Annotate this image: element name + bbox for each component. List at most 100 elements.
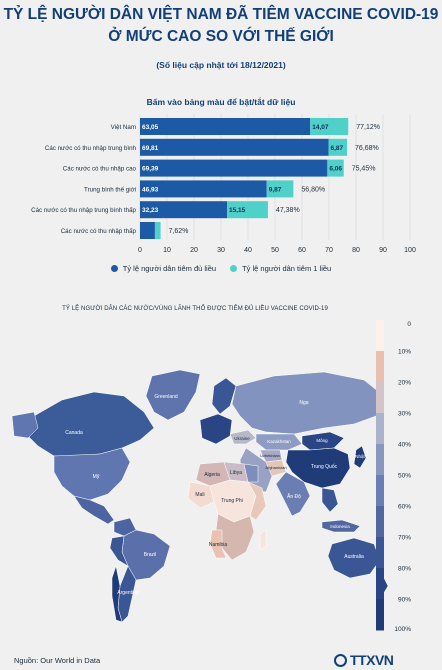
map-greenland[interactable] [145, 369, 201, 421]
map-label-libya: Libya [230, 470, 242, 476]
map-russia[interactable] [231, 371, 385, 435]
colorbar-tick-label: 30% [398, 411, 411, 418]
bar-total-label: 76,68% [355, 145, 379, 152]
map-mali[interactable] [187, 481, 215, 509]
bar-one-dose-label: 14,07 [312, 124, 329, 131]
map-namibia[interactable] [209, 529, 227, 559]
colorbar-segment [376, 568, 384, 600]
legend-one-dose[interactable]: Tỷ lệ người dân tiêm 1 liều [230, 264, 331, 273]
category-label: Việt Nam [111, 124, 136, 131]
map-indonesia[interactable] [321, 519, 361, 533]
bar-one-dose [327, 159, 344, 177]
map-label-brazil: Brazil [144, 552, 157, 558]
map-east-africa[interactable] [247, 481, 267, 521]
map-chile[interactable] [111, 565, 123, 623]
bar-full-dose-label: 32,23 [142, 207, 159, 214]
world-map[interactable]: Greenland Canada Mỹ Brazil Argentina Nga… [4, 316, 390, 646]
colorbar-tick-label: 90% [398, 597, 411, 604]
map-label-greenland: Greenland [154, 394, 178, 400]
map-ukraine[interactable] [229, 429, 257, 445]
map-madagascar[interactable] [259, 529, 267, 551]
legend-full-dose[interactable]: Tỷ lệ người dân tiêm đủ liều [110, 264, 216, 273]
map-label-argentina: Argentina [117, 590, 139, 596]
map-label-mongolia: Mông [316, 438, 328, 443]
map-southeast-asia[interactable] [321, 487, 339, 513]
colorbar-segment [376, 444, 384, 476]
bar-full-dose-label: 69,81 [142, 145, 159, 152]
bar-one-dose [328, 138, 348, 156]
colorbar-tick-label: 80% [398, 566, 411, 573]
map-label-japan: Nhật [355, 454, 365, 459]
map-label-ukraine: Ukraine [234, 436, 250, 441]
bar-one-dose-label: 6,06 [329, 166, 342, 173]
map-label-russia: Nga [299, 400, 308, 406]
bar-total-label: 56,80% [301, 186, 325, 193]
category-label: Các nước có thu nhập cao [63, 166, 137, 173]
bar-full-dose-label: 46,93 [142, 186, 159, 193]
map-title: TỶ LỆ NGƯỜI DÂN CÁC NƯỚC/VÙNG LÃNH THỔ Đ… [62, 306, 328, 312]
map-label-usa: Mỹ [93, 474, 100, 480]
chart-title: TỶ LỆ NGƯỜI DÂN VIỆT NAM ĐÃ TIÊM VACCINE… [0, 4, 442, 48]
map-china[interactable] [285, 447, 351, 489]
map-western-europe[interactable] [199, 413, 233, 445]
map-label-australia: Australia [344, 554, 364, 560]
x-tick-label: 20 [190, 247, 198, 254]
bar-one-dose-label: 15,15 [229, 207, 246, 214]
map-label-afghanistan: Afghanistan [265, 465, 286, 470]
bar-full-dose [140, 159, 328, 177]
bar-full-dose-label: 63,05 [142, 124, 159, 131]
x-tick-label: 10 [163, 247, 171, 254]
map-australia[interactable] [327, 537, 381, 579]
legend-full-dose-swatch [110, 265, 118, 272]
logo-text: TTXVN [350, 652, 394, 668]
map-usa[interactable] [53, 447, 131, 501]
map-alaska[interactable] [11, 411, 39, 439]
map-label-kazakhstan: Kazakhstan [267, 439, 291, 444]
map-label-indonesia: Indonesia [330, 524, 350, 529]
legend-hint: Bấm vào bảng màu để bật/tắt dữ liệu [146, 97, 296, 107]
bar-full-dose [140, 118, 311, 135]
legend-one-dose-swatch [230, 265, 238, 272]
map-label-china: Trung Quốc [311, 464, 338, 470]
bar-chart: 0 10 20 30 40 50 60 70 80 90 100 Việt Nam 63,05 14,07… [31, 114, 416, 254]
x-tick-label: 40 [244, 247, 252, 254]
map-canada[interactable] [23, 391, 155, 457]
bar-one-dose-label: 6,87 [330, 145, 343, 152]
map-india[interactable] [275, 471, 311, 517]
colorbar-tick-label: 60% [398, 504, 411, 511]
colorbar-tick-label: 40% [398, 442, 411, 449]
colorbar-tick-label: 100% [394, 626, 411, 632]
colorbar-segment [376, 506, 384, 538]
map-mexico[interactable] [73, 495, 115, 525]
map-label-india: Ấn Độ [287, 493, 301, 500]
map-scandinavia[interactable] [211, 377, 237, 415]
bar-one-dose [266, 180, 294, 198]
bar-total-label: 47,38% [276, 207, 300, 214]
map-japan[interactable] [353, 445, 367, 469]
map-colorbar: 0 10% 20% 30% 40% 50% 60% 70% 80% 90% 100% [376, 320, 411, 632]
bar-full-dose [140, 201, 228, 219]
x-tick-label: 80 [352, 247, 360, 254]
map-egypt[interactable] [243, 463, 259, 483]
source-note: Nguồn: Our World in Data [14, 656, 101, 665]
x-tick-label: 90 [379, 247, 387, 254]
colorbar-tick-label: 0 [407, 321, 411, 328]
x-tick-label: 70 [325, 247, 333, 254]
title-line-1: TỶ LỆ NGƯỜI DÂN VIỆT NAM ĐÃ TIÊM VACCINE… [3, 6, 439, 23]
colorbar-segment [376, 475, 384, 507]
colorbar-tick-label: 20% [398, 380, 411, 387]
category-label: Các nước có thu nhập trung bình thấp [31, 207, 136, 214]
map-label-uzbekistan: Uzbekistan [260, 453, 280, 458]
colorbar-segment [376, 413, 384, 445]
legend-one-dose-label: Tỷ lệ người dân tiêm 1 liều [242, 264, 332, 273]
map-label-namibia: Namibia [209, 542, 228, 548]
category-label: Các nước có thu nhập thấp [61, 228, 137, 235]
bar-full-dose [140, 138, 329, 156]
colorbar-tick-label: 50% [398, 473, 411, 480]
colorbar-segment [376, 599, 384, 631]
map-label-canada: Canada [65, 430, 83, 436]
colorbar-segment [376, 351, 384, 383]
ttxvn-logo: TTXVN [334, 652, 394, 668]
x-tick-label: 30 [217, 247, 225, 254]
title-line-2: Ở MỨC CAO SO VỚI THẾ GIỚI [108, 28, 334, 45]
